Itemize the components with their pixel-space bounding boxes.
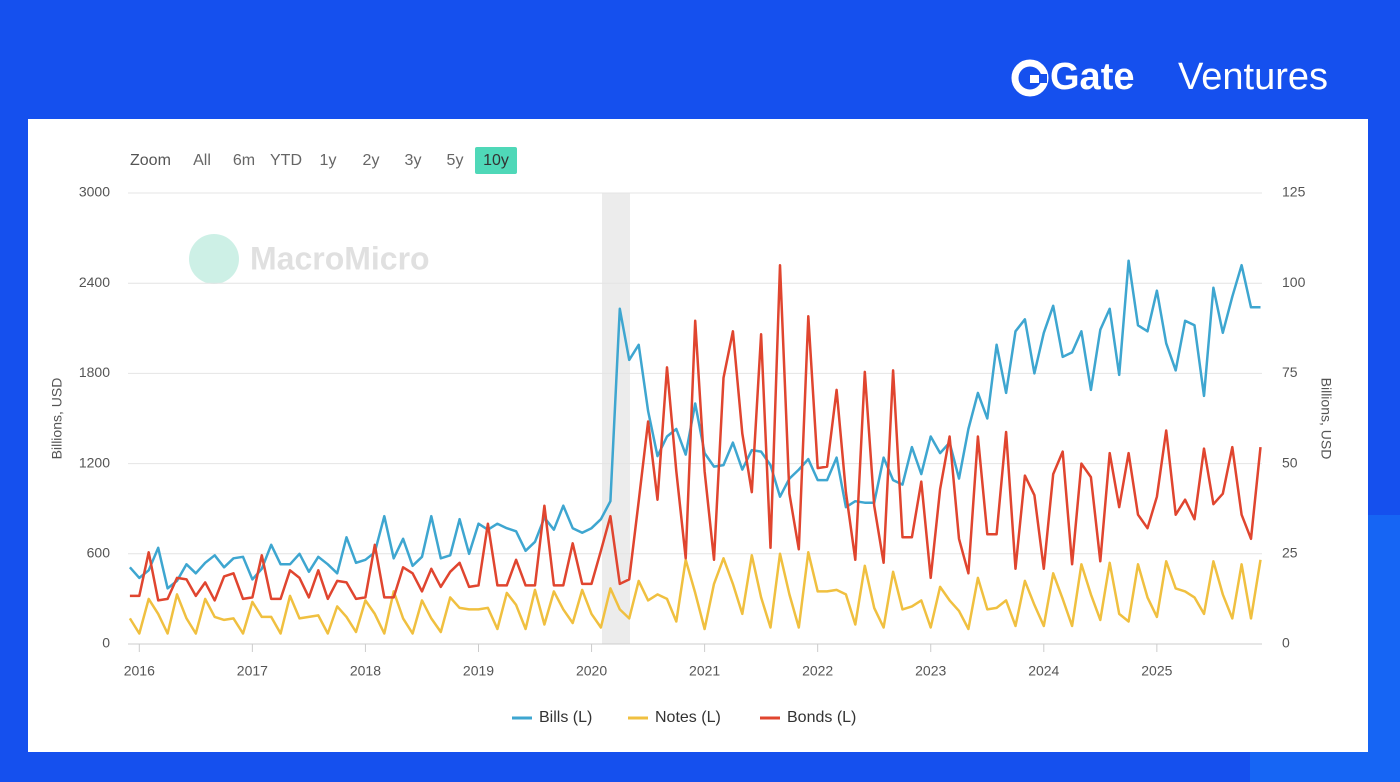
x-tick-label: 2020 [576,663,607,679]
zoom-button-label: 10y [483,152,509,169]
zoom-button[interactable]: 10y [475,147,517,174]
watermark-icon [189,234,239,284]
zoom-button[interactable]: 3y [405,152,422,169]
zoom-button-label: 3y [405,152,422,169]
legend-label: Bills (L) [539,709,592,726]
x-tick-label: 2024 [1028,663,1059,679]
y-tick-label: 2400 [79,274,110,290]
zoom-button-label: 1y [320,152,337,169]
y2-tick-label: 50 [1282,454,1298,470]
panel [28,119,1368,752]
brand-suffix: Ventures [1178,56,1328,98]
x-tick-label: 2023 [915,663,946,679]
x-tick-label: 2018 [350,663,381,679]
brand-name: Gate [1050,56,1134,98]
zoom-button[interactable]: 6m [233,152,255,169]
zoom-buttons: All 6m YTD 1y 2y 3y 5y 10y [193,147,517,174]
y-tick-label: 0 [102,635,110,651]
zoom-button-label: 6m [233,152,255,169]
zoom-button[interactable]: 5y [447,152,464,169]
watermark-text: MacroMicro [250,240,430,276]
zoom-active-bg [475,147,517,174]
series-line [128,259,1261,590]
series-line [129,263,1262,602]
logo: Gate Ventures [1011,56,1328,98]
y2-tick-label: 125 [1282,184,1306,200]
zoom-label: Zoom [130,152,171,169]
y-tick-label: 600 [87,545,111,561]
legend-label: Bonds (L) [787,709,856,726]
zoom-button[interactable]: YTD [270,152,302,169]
logo-bar [1030,75,1039,83]
y2-tick-label: 0 [1282,635,1290,651]
y-tick-label: 1200 [79,454,110,470]
y2-tick-label: 100 [1282,274,1306,290]
zoom-button[interactable]: All [193,152,211,169]
y-axis-title: Billions, USD [49,378,65,460]
y-tick-label: 3000 [79,184,110,200]
series-line [128,551,1262,635]
plot: 0 600 1200 1800 2400 3000 0 25 50 75 100 125 2016 201… [49,184,1335,727]
legend-label: Notes (L) [655,709,721,726]
x-tick-label: 2025 [1141,663,1172,679]
y2-tick-label: 25 [1282,545,1298,561]
zoom-button-label: All [193,152,211,169]
zoom-button-label: 5y [447,152,464,169]
x-tick-label: 2022 [802,663,833,679]
watermark: MacroMicro [189,234,430,284]
zoom-button[interactable]: 2y [363,152,380,169]
x-tick-label: 2017 [237,663,268,679]
recession-band [602,193,630,644]
zoom-button[interactable]: 1y [320,152,337,169]
zoom-button-label: 2y [363,152,380,169]
x-tick-label: 2021 [689,663,720,679]
y-tick-label: 1800 [79,364,110,380]
zoom-button-label: YTD [270,152,302,169]
y2-axis-title: Billions, USD [1318,378,1334,460]
y2-tick-label: 75 [1282,364,1298,380]
x-tick-label: 2016 [124,663,155,679]
x-tick-label: 2019 [463,663,494,679]
